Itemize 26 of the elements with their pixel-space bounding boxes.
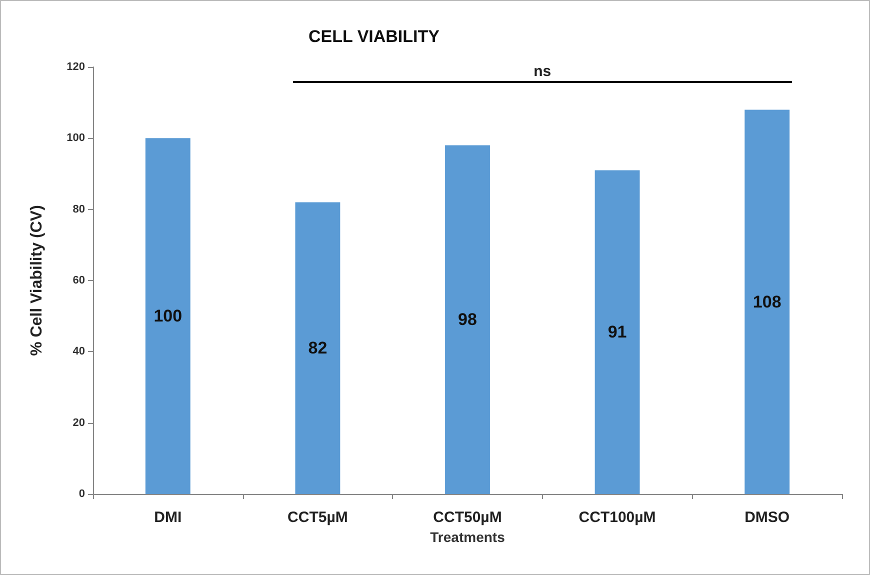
x-tick-label: CCT100µM [578, 509, 656, 526]
data-label: 91 [608, 322, 627, 342]
x-tick-label: DMSO [744, 509, 790, 526]
bar [744, 110, 790, 494]
bar [295, 202, 340, 494]
y-tick-label: 100 [66, 132, 85, 144]
bar [145, 138, 190, 494]
x-tick-label: DMI [154, 509, 182, 526]
y-tick-label: 120 [66, 61, 85, 73]
y-tick-label: 0 [78, 488, 85, 500]
data-label: 100 [154, 306, 182, 326]
significance-bracket: ns [292, 63, 792, 83]
chart-title: CELL VIABILITY [308, 27, 440, 46]
bar [445, 145, 490, 494]
y-tick-label: 20 [72, 416, 85, 429]
y-axis-title: % Cell Viability (CV) [28, 205, 46, 356]
y-tick-label: 40 [72, 346, 85, 358]
bar [594, 170, 640, 494]
y-tick-label: 60 [72, 274, 85, 286]
data-label: 98 [458, 310, 477, 330]
y-tick-label: 80 [72, 203, 85, 216]
data-label: 108 [752, 292, 782, 312]
data-label: 82 [308, 338, 328, 358]
x-tick-label: CCT5µM [288, 509, 348, 526]
x-axis-title: Treatments [430, 529, 506, 545]
x-tick-label: CCT50µM [433, 509, 502, 526]
